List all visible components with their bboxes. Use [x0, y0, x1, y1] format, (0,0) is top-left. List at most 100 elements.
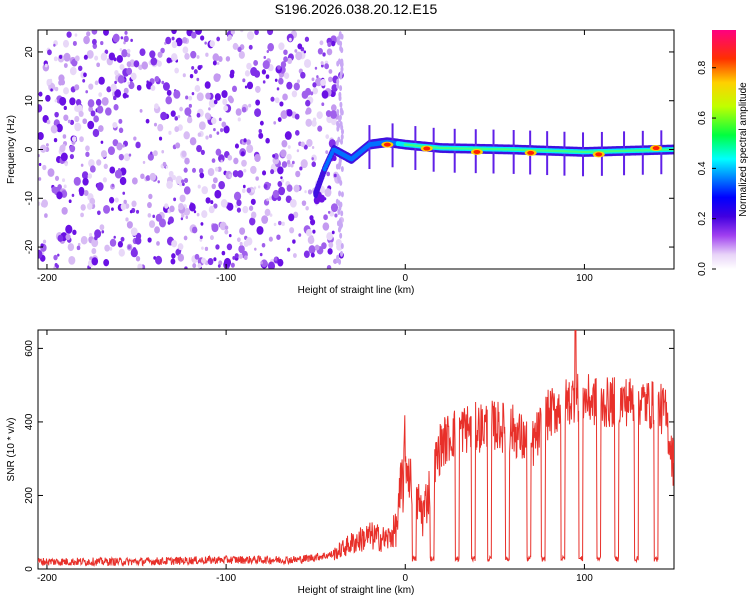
noise-blob — [274, 78, 278, 82]
noise-blob — [136, 84, 142, 91]
noise-blob — [95, 98, 102, 106]
noise-blob — [72, 40, 77, 47]
x-tick-label: -100 — [216, 273, 236, 284]
signal-core — [545, 149, 549, 152]
noise-blob — [253, 186, 257, 190]
noise-blob — [312, 82, 317, 88]
noise-blob — [336, 120, 340, 127]
noise-blob — [114, 169, 123, 179]
noise-blob — [40, 243, 44, 248]
noise-blob — [242, 184, 246, 189]
noise-blob — [164, 203, 169, 209]
signal-core — [663, 148, 667, 151]
noise-blob — [183, 167, 188, 173]
signal-core — [638, 149, 642, 152]
noise-blob — [307, 189, 313, 195]
noise-blob — [117, 241, 124, 248]
signal-core — [455, 147, 459, 150]
spectrogram — [38, 30, 674, 269]
signal-core — [603, 150, 607, 153]
noise-blob — [94, 235, 98, 241]
noise-blob — [255, 176, 259, 181]
noise-blob — [89, 232, 93, 237]
noise-blob — [327, 41, 332, 48]
noise-blob — [65, 224, 73, 234]
noise-blob — [304, 190, 307, 194]
noise-blob — [235, 204, 238, 208]
noise-blob — [328, 241, 334, 248]
noise-blob — [223, 125, 230, 134]
noise-blob — [48, 82, 56, 92]
noise-blob — [45, 94, 51, 102]
noise-blob — [130, 38, 133, 43]
noise-blob — [250, 198, 256, 205]
noise-blob — [171, 239, 178, 248]
noise-blob — [118, 248, 125, 257]
noise-blob — [78, 65, 83, 72]
x-axis-label: Height of straight line (km) — [298, 585, 415, 596]
noise-blob — [240, 151, 245, 157]
signal-peak — [652, 146, 660, 151]
noise-blob — [50, 88, 53, 92]
noise-blob — [80, 212, 84, 218]
noise-blob — [292, 239, 296, 244]
noise-blob — [270, 169, 275, 175]
noise-blob — [223, 105, 229, 112]
noise-blob — [323, 197, 327, 201]
noise-blob — [303, 58, 312, 68]
noise-blob — [225, 56, 231, 62]
noise-blob — [117, 168, 121, 172]
noise-blob — [277, 166, 284, 175]
noise-blob — [61, 178, 66, 183]
noise-blob — [123, 41, 126, 45]
signal-core — [511, 148, 515, 151]
signal-core — [608, 150, 612, 153]
signal-core — [509, 148, 513, 151]
noise-blob — [228, 234, 232, 238]
noise-blob — [210, 117, 217, 125]
noise-blob — [299, 166, 303, 171]
noise-blob — [195, 30, 202, 35]
noise-blob — [287, 145, 291, 149]
signal-core — [496, 147, 500, 151]
y-tick-label: 10 — [24, 95, 35, 107]
noise-blob — [196, 55, 200, 59]
noise-blob — [280, 110, 288, 120]
noise-blob — [211, 223, 219, 233]
noise-blob — [236, 237, 241, 243]
noise-blob — [171, 174, 177, 181]
noise-blob — [190, 50, 197, 59]
noise-blob — [234, 143, 239, 149]
noise-blob — [221, 250, 226, 256]
noise-blob — [119, 176, 127, 186]
noise-blob — [107, 146, 115, 156]
signal-core — [558, 149, 562, 153]
noise-blob — [198, 121, 206, 130]
signal-core — [640, 149, 644, 152]
noise-blob — [216, 36, 221, 42]
noise-blob — [305, 118, 312, 127]
noise-blob — [246, 187, 252, 194]
noise-blob — [212, 53, 220, 62]
noise-blob — [324, 63, 329, 70]
noise-blob — [241, 188, 246, 194]
noise-blob — [71, 193, 75, 197]
noise-blob — [126, 53, 131, 58]
noise-blob — [149, 172, 156, 181]
noise-blob — [125, 217, 129, 222]
signal-core — [571, 150, 575, 153]
noise-blob — [94, 80, 99, 86]
noise-blob — [328, 76, 333, 83]
noise-blob — [101, 230, 105, 234]
noise-blob — [142, 160, 146, 164]
noise-blob — [279, 101, 284, 107]
signal-core — [631, 149, 635, 152]
noise-blob — [339, 107, 343, 114]
noise-blob — [54, 99, 58, 103]
noise-blob — [82, 177, 89, 186]
noise-blob — [175, 175, 183, 185]
noise-blob — [239, 227, 246, 235]
noise-blob — [197, 184, 201, 189]
signal-core — [644, 149, 648, 152]
